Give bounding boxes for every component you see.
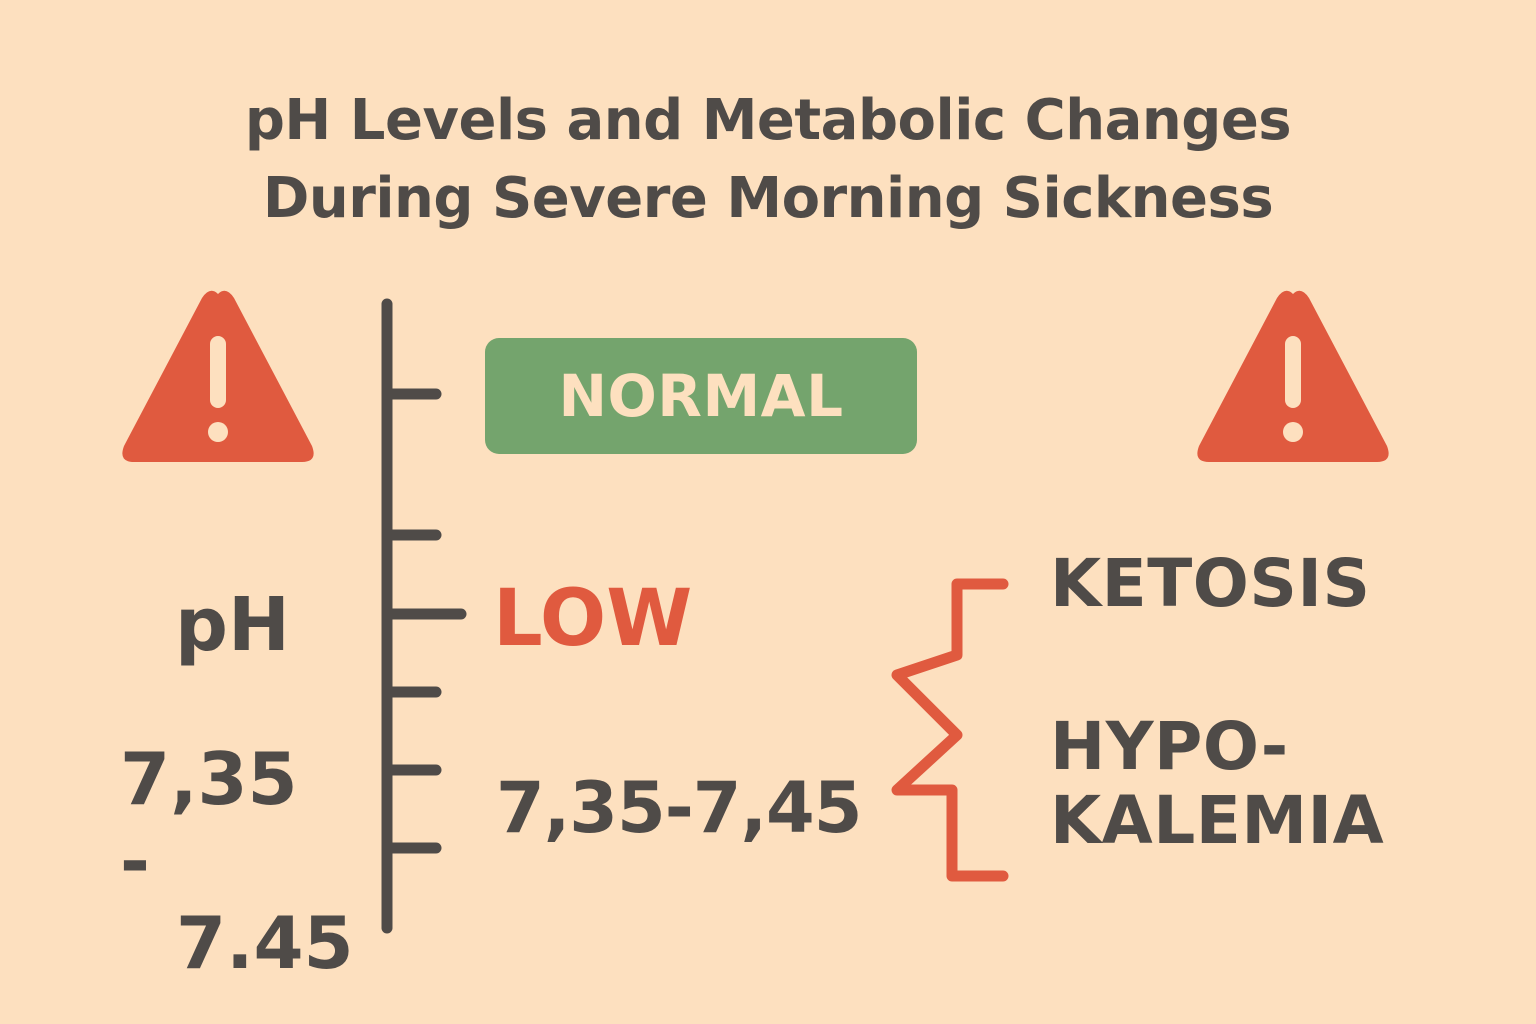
title-line-2: During Severe Morning Sickness (262, 166, 1274, 231)
left-range-line-2: 7.45 (176, 901, 354, 985)
hypokalemia-label: HYPO- KALEMIA (1050, 710, 1384, 858)
hypokalemia-line-1: HYPO- (1050, 708, 1289, 785)
title-line-1: pH Levels and Metabolic Changes (244, 88, 1292, 153)
normal-badge: NORMAL (485, 338, 917, 454)
warning-triangle-icon (1197, 290, 1389, 462)
low-label: LOW (493, 574, 693, 664)
warning-triangle-icon (122, 290, 314, 462)
center-range-label: 7,35-7,45 (496, 767, 862, 849)
left-range-line-1: 7,35 - (120, 737, 298, 903)
ketosis-label: KETOSIS (1050, 545, 1371, 622)
diagram-title: pH Levels and Metabolic Changes During S… (0, 82, 1536, 238)
hypokalemia-line-2: KALEMIA (1050, 782, 1385, 859)
ph-axis-label: pH (175, 582, 290, 668)
left-range-label: 7,35 - 7.45 (120, 737, 354, 985)
